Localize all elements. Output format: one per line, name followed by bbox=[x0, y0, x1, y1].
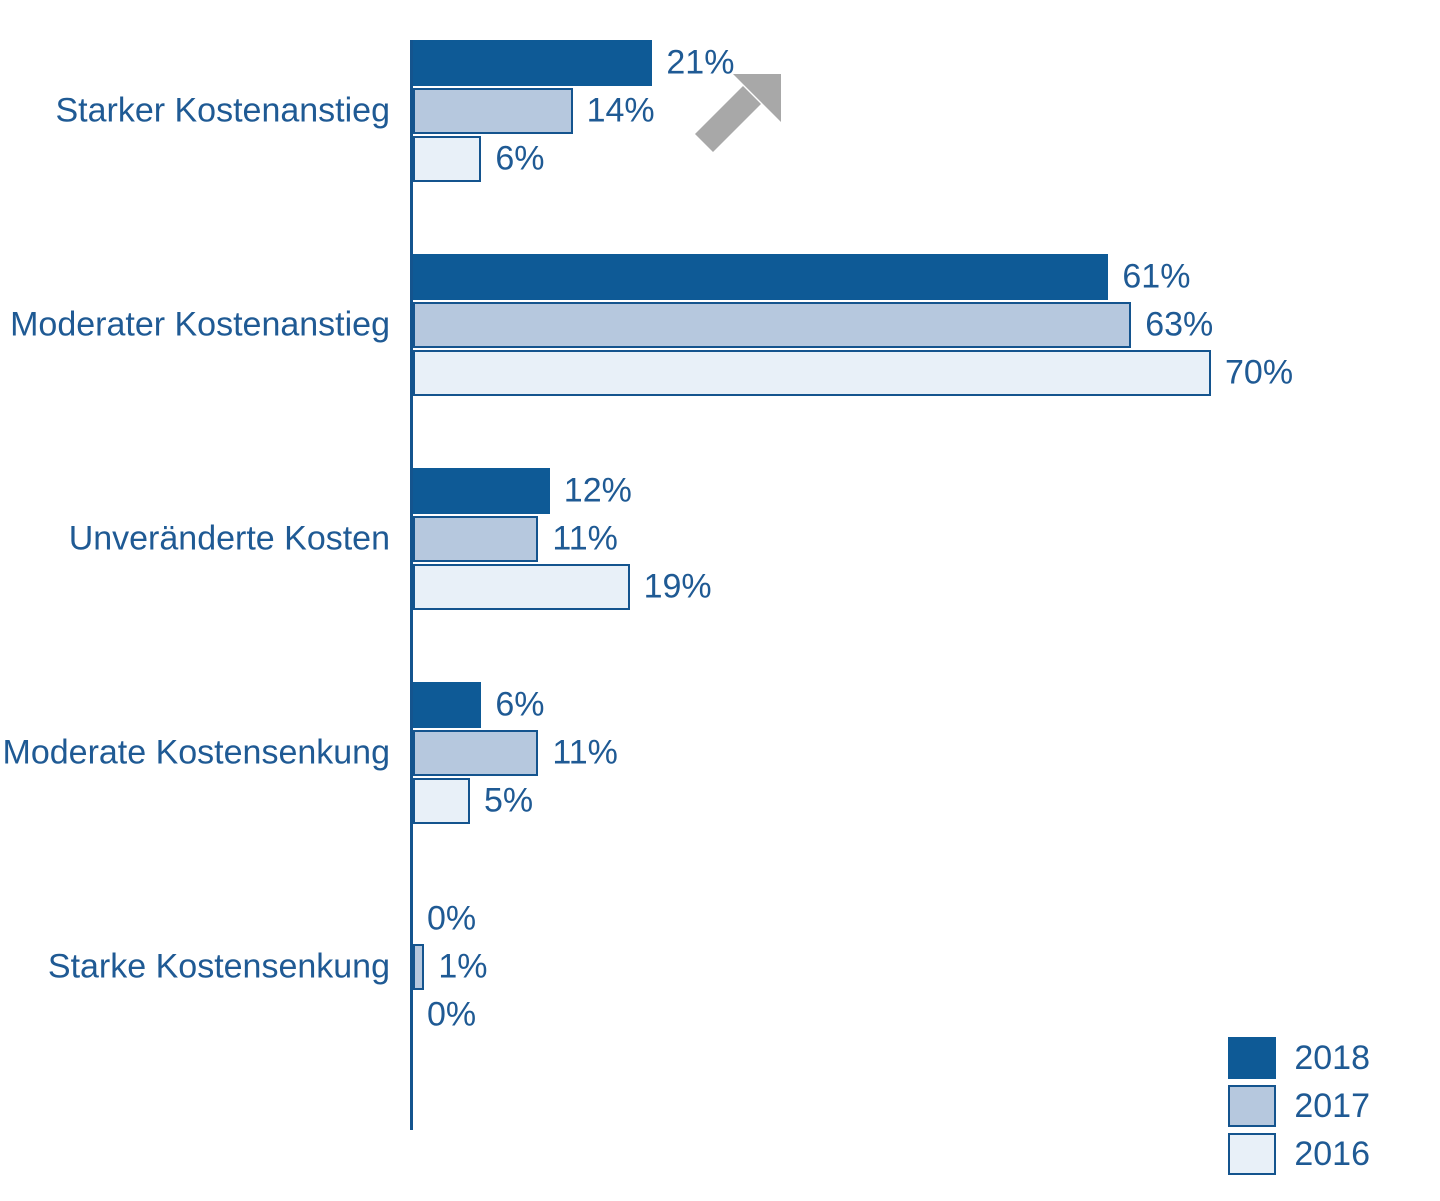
legend-label: 2017 bbox=[1294, 1087, 1370, 1126]
legend-swatch bbox=[1228, 1085, 1276, 1127]
bar-row: 19% bbox=[413, 564, 1413, 610]
trend-up-arrow-icon bbox=[683, 66, 793, 166]
bar-row: 21% bbox=[413, 40, 1413, 86]
bar-value-label: 70% bbox=[1225, 354, 1293, 393]
bar bbox=[413, 40, 652, 86]
bar-row: 5% bbox=[413, 778, 1413, 824]
bar-row: 6% bbox=[413, 682, 1413, 728]
bar-row: 70% bbox=[413, 350, 1413, 396]
bar bbox=[413, 944, 424, 990]
legend: 2018 2017 2016 bbox=[1228, 1037, 1370, 1181]
bar-value-label: 61% bbox=[1122, 258, 1190, 297]
bar-value-label: 11% bbox=[552, 734, 618, 773]
bar bbox=[413, 564, 630, 610]
legend-item: 2018 bbox=[1228, 1037, 1370, 1079]
bar-value-label: 19% bbox=[644, 568, 712, 607]
bar bbox=[413, 778, 470, 824]
bar-row: 0% bbox=[413, 992, 1413, 1038]
category-label: Moderate Kostensenkung bbox=[3, 734, 390, 773]
legend-swatch bbox=[1228, 1037, 1276, 1079]
category-group: 21% 14% 6% bbox=[413, 40, 1413, 184]
bar-value-label: 12% bbox=[564, 472, 632, 511]
bar-value-label: 14% bbox=[587, 92, 655, 131]
plot-area: 21%14%6%61%63%70%12%11%19%6%11%5%0%1%0% bbox=[410, 40, 1410, 1130]
bar bbox=[413, 468, 550, 514]
bar-value-label: 0% bbox=[427, 996, 476, 1035]
bar-row: 14% bbox=[413, 88, 1413, 134]
bar-row: 61% bbox=[413, 254, 1413, 300]
category-group: 61% 63% 70% bbox=[413, 254, 1413, 398]
bar bbox=[413, 254, 1108, 300]
category-label: Starker Kostenanstieg bbox=[55, 92, 390, 131]
category-group: 0% 1% 0% bbox=[413, 896, 1413, 1040]
bar-value-label: 11% bbox=[552, 520, 618, 559]
bar bbox=[413, 350, 1211, 396]
legend-label: 2018 bbox=[1294, 1039, 1370, 1078]
legend-item: 2017 bbox=[1228, 1085, 1370, 1127]
bar-row: 11% bbox=[413, 730, 1413, 776]
bar-row: 1% bbox=[413, 944, 1413, 990]
bar-row: 6% bbox=[413, 136, 1413, 182]
bar-value-label: 0% bbox=[427, 900, 476, 939]
category-group: 12% 11% 19% bbox=[413, 468, 1413, 612]
category-label: Starke Kostensenkung bbox=[48, 948, 390, 987]
bar-value-label: 63% bbox=[1145, 306, 1213, 345]
category-label: Moderater Kostenanstieg bbox=[10, 306, 390, 345]
bar-row: 63% bbox=[413, 302, 1413, 348]
bar-value-label: 6% bbox=[495, 686, 544, 725]
bar bbox=[413, 516, 538, 562]
bar-value-label: 1% bbox=[438, 948, 487, 987]
bar bbox=[413, 88, 573, 134]
category-group: 6%11% 5% bbox=[413, 682, 1413, 826]
bar bbox=[413, 302, 1131, 348]
bar-row: 0% bbox=[413, 896, 1413, 942]
legend-item: 2016 bbox=[1228, 1133, 1370, 1175]
bar bbox=[413, 730, 538, 776]
bar-row: 11% bbox=[413, 516, 1413, 562]
bar bbox=[413, 136, 481, 182]
legend-label: 2016 bbox=[1294, 1135, 1370, 1174]
bar bbox=[413, 682, 481, 728]
bar-value-label: 5% bbox=[484, 782, 533, 821]
category-label: Unveränderte Kosten bbox=[69, 520, 390, 559]
cost-chart: 21%14%6%61%63%70%12%11%19%6%11%5%0%1%0% … bbox=[0, 0, 1440, 1201]
bar-row: 12% bbox=[413, 468, 1413, 514]
bar-value-label: 6% bbox=[495, 140, 544, 179]
legend-swatch bbox=[1228, 1133, 1276, 1175]
